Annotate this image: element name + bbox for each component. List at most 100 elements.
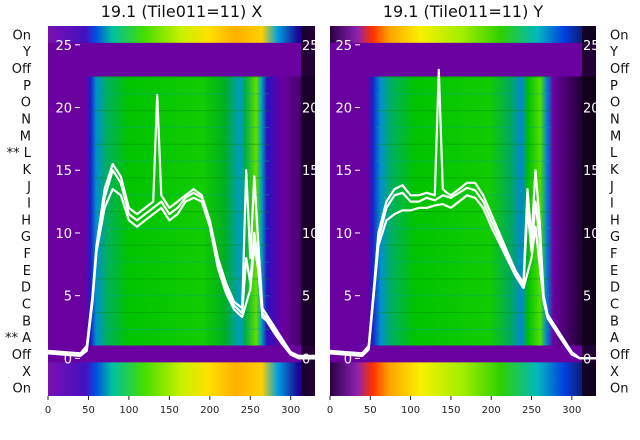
y-tick-label-right: 20 bbox=[583, 102, 600, 117]
row-label: Off bbox=[12, 348, 32, 363]
x-tick-label: 0 bbox=[45, 405, 51, 416]
y-tick-label: 20 bbox=[335, 102, 352, 117]
heatmap-row-stripe bbox=[375, 328, 551, 330]
series-line-3 bbox=[329, 194, 596, 360]
series-line-3 bbox=[47, 188, 315, 360]
heatmap-row-stripe bbox=[375, 160, 551, 162]
row-label: O bbox=[21, 96, 31, 111]
y-tick-label-right: 25 bbox=[583, 39, 600, 54]
x-tick-label: 250 bbox=[522, 405, 541, 416]
row-label: O bbox=[610, 96, 620, 111]
heatmap-row-stripe bbox=[375, 126, 551, 129]
row-label: N bbox=[610, 113, 620, 128]
x-tick-label: 150 bbox=[160, 405, 179, 416]
row-label: E bbox=[610, 264, 618, 279]
y-tick-label: 10 bbox=[335, 227, 352, 242]
chart-title: 19.1 (Tile011=11) X bbox=[101, 2, 263, 21]
heatmap-row-stripe bbox=[93, 278, 270, 280]
heatmap-row-stripe bbox=[93, 227, 270, 230]
heatmap-row-stripe bbox=[93, 295, 270, 297]
row-label: E bbox=[23, 264, 31, 279]
row-label: F bbox=[610, 247, 617, 262]
heatmap-row-top bbox=[330, 26, 596, 43]
row-label: N bbox=[21, 113, 31, 128]
x-tick-label: 100 bbox=[401, 405, 420, 416]
row-label: P bbox=[23, 79, 31, 94]
y-tick-label-right: 10 bbox=[302, 227, 319, 242]
y-tick-label-right: 5 bbox=[302, 290, 310, 305]
y-tick-label-right: 15 bbox=[583, 164, 600, 179]
row-label: H bbox=[21, 213, 31, 228]
heatmap-row-stripe bbox=[375, 261, 551, 263]
row-label: On bbox=[13, 382, 31, 397]
heatmap-row-top bbox=[48, 26, 315, 43]
heatmap-row-stripe bbox=[93, 93, 270, 95]
y-tick-label: 5 bbox=[344, 290, 352, 305]
row-label: K bbox=[22, 163, 31, 178]
heatmap-row-stripe bbox=[375, 227, 551, 230]
y-tick-label-right: 15 bbox=[302, 164, 319, 179]
heatmap-row-stripe bbox=[375, 143, 551, 145]
y-tick-label: 0 bbox=[64, 352, 72, 367]
x-tick-label: 300 bbox=[562, 405, 581, 416]
y-tick-label: 15 bbox=[55, 164, 72, 179]
row-label: Off bbox=[610, 348, 630, 363]
heatmap-row-stripe bbox=[375, 244, 551, 246]
y-tick-label: 25 bbox=[55, 39, 72, 54]
row-label: Y bbox=[609, 45, 618, 60]
row-label: M bbox=[610, 129, 621, 144]
row-label: On bbox=[13, 28, 31, 43]
row-label: J bbox=[26, 180, 31, 195]
heatmap-row-stripe bbox=[375, 295, 551, 297]
x-tick-label: 250 bbox=[241, 405, 260, 416]
x-tick-label: 0 bbox=[327, 405, 333, 416]
heatmap-row-stripe bbox=[93, 76, 270, 78]
heatmap-row-stripe bbox=[93, 177, 270, 179]
heatmap-row-stripe bbox=[375, 311, 551, 314]
row-label: H bbox=[610, 213, 620, 228]
heatmap-row-stripe bbox=[93, 126, 270, 129]
x-tick-label: 100 bbox=[119, 405, 138, 416]
heatmap-row-stripe bbox=[375, 76, 551, 78]
row-label: On bbox=[610, 28, 628, 43]
heatmap-row-stripe bbox=[93, 244, 270, 246]
row-label: I bbox=[27, 197, 31, 212]
row-label: On bbox=[610, 382, 628, 397]
row-label: Off bbox=[12, 62, 32, 77]
heatmap-row-stripe bbox=[93, 194, 270, 196]
y-tick-label: 5 bbox=[64, 290, 72, 305]
y-tick-label-right: 25 bbox=[302, 39, 319, 54]
heatmap-row-stripe bbox=[375, 278, 551, 280]
row-label: G bbox=[610, 230, 620, 245]
row-label: C bbox=[610, 298, 619, 313]
row-label: P bbox=[610, 79, 618, 94]
x-tick-label: 50 bbox=[82, 405, 95, 416]
row-label: ** L bbox=[7, 146, 32, 161]
row-label: B bbox=[22, 314, 31, 329]
row-label: Y bbox=[22, 45, 31, 60]
x-tick-label: 300 bbox=[281, 405, 300, 416]
heatmap-row-stripe bbox=[375, 211, 551, 213]
heatmap-row-stripe bbox=[375, 93, 551, 95]
heatmap-dark-edge bbox=[582, 26, 596, 396]
y-tick-label: 15 bbox=[335, 164, 352, 179]
heatmap-row-stripe bbox=[93, 311, 270, 314]
heatmap-row-stripe bbox=[93, 261, 270, 263]
heatmap-row-stripe bbox=[93, 211, 270, 213]
heatmap-row-stripe bbox=[93, 110, 270, 112]
row-label: ** A bbox=[5, 331, 31, 346]
x-tick-label: 150 bbox=[441, 405, 460, 416]
row-label: B bbox=[610, 314, 619, 329]
row-label: Off bbox=[610, 62, 630, 77]
series-line-2 bbox=[47, 169, 315, 359]
row-label: L bbox=[610, 146, 618, 161]
heatmap-row-bottom bbox=[48, 362, 315, 396]
heatmap-dark-edge bbox=[301, 26, 315, 396]
row-label: D bbox=[21, 281, 31, 296]
y-tick-label: 0 bbox=[344, 352, 352, 367]
row-label: I bbox=[610, 197, 614, 212]
heatmap-row-stripe bbox=[93, 160, 270, 162]
